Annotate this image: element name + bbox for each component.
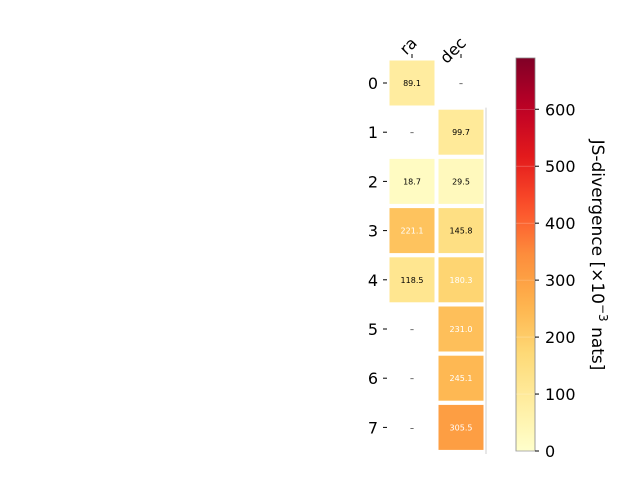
colorbar-tick-label: 500 xyxy=(545,157,576,176)
heatmap-cell xyxy=(389,158,435,204)
row-label: 1 xyxy=(368,123,378,142)
cell-value-label: 18.7 xyxy=(403,177,421,186)
column-label: dec xyxy=(436,33,470,67)
colorbar-tick-label: 0 xyxy=(545,442,555,461)
heatmap-cells: 89.1 – – 99.7 18.7 29.5 221.1 145.8 118.5 180.3 – 2… xyxy=(389,60,487,454)
row-label: 5 xyxy=(368,320,378,339)
row-label: 4 xyxy=(368,271,378,290)
cell-value-label: 231.0 xyxy=(450,325,473,334)
cell-value-label: 145.8 xyxy=(450,227,473,236)
colorbar-gradient xyxy=(515,57,536,452)
heatmap-cell xyxy=(438,158,484,204)
row-label: 2 xyxy=(368,172,378,191)
colorbar-tick-label: 400 xyxy=(545,214,576,233)
missing-cell-label: – xyxy=(410,374,414,383)
colorbar-label-exponent: −3 xyxy=(596,304,610,322)
colorbar-tick-label: 100 xyxy=(545,385,576,404)
colorbar-tick-label: 200 xyxy=(545,328,576,347)
colorbar-label-main: JS-divergence [×10 xyxy=(587,139,607,304)
row-label: 3 xyxy=(368,222,378,241)
heatmap-cell xyxy=(438,355,484,401)
colorbar-tick-label: 600 xyxy=(545,100,576,119)
heatmap-cell xyxy=(389,60,435,106)
row-labels: 0 1 2 3 4 5 6 7 xyxy=(368,74,387,437)
heatmap-cell xyxy=(438,257,484,303)
missing-cell-label: – xyxy=(410,128,414,137)
cell-value-label: 29.5 xyxy=(452,177,470,186)
colorbar-label-unit: nats] xyxy=(587,322,607,371)
colorbar-tick-label: 300 xyxy=(545,271,576,290)
missing-cell-label: – xyxy=(459,79,463,88)
cell-value-label: 305.5 xyxy=(450,423,473,432)
colorbar: 0 100 200 300 400 500 600 xyxy=(515,57,576,461)
row-label: 6 xyxy=(368,369,378,388)
heatmap-cell xyxy=(438,306,484,352)
heatmap-cell xyxy=(389,257,435,303)
heatmap-cell xyxy=(438,208,484,254)
column-label: ra xyxy=(396,33,421,58)
row-label: 0 xyxy=(368,74,378,93)
heatmap-cell xyxy=(438,404,484,450)
missing-cell-label: – xyxy=(410,423,414,432)
cell-value-label: 221.1 xyxy=(401,227,424,236)
cell-value-label: 99.7 xyxy=(452,128,470,137)
cell-value-label: 118.5 xyxy=(401,276,424,285)
cell-value-label: 180.3 xyxy=(450,276,473,285)
heatmap-cell xyxy=(389,208,435,254)
colorbar-label: JS-divergence [×10−3 nats] xyxy=(587,139,610,371)
row-label: 7 xyxy=(368,418,378,437)
cell-value-label: 89.1 xyxy=(403,79,421,88)
missing-cell-label: – xyxy=(410,325,414,334)
heatmap-cell xyxy=(438,109,484,155)
cell-value-label: 245.1 xyxy=(450,374,473,383)
